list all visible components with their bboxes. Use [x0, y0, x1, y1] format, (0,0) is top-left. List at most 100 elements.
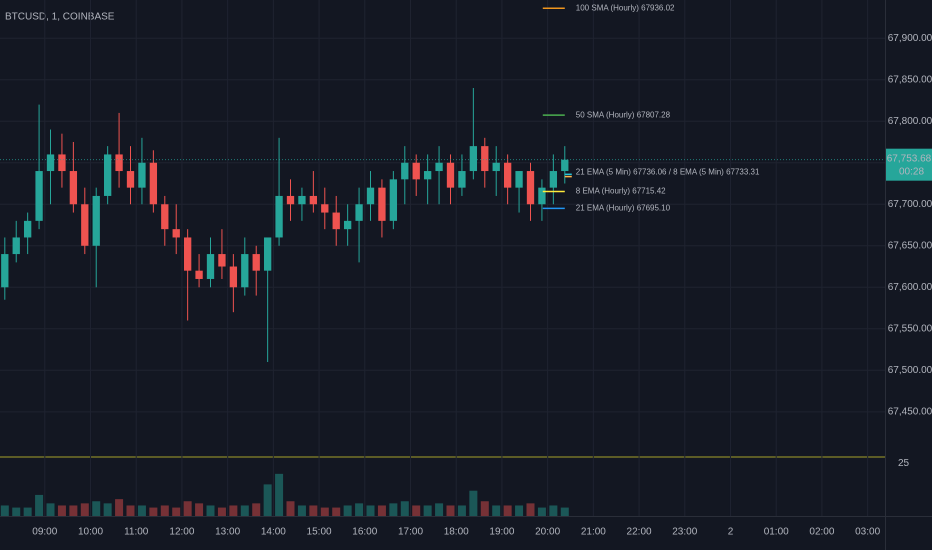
candle-body	[1, 254, 9, 288]
volume-bar	[515, 505, 524, 516]
x-tick-label: 22:00	[627, 527, 652, 538]
volume-bar	[137, 505, 146, 516]
x-tick-label: 23:00	[672, 527, 697, 538]
y-tick-label: 67,500.00	[888, 365, 932, 376]
y-tick-label: 67,600.00	[888, 282, 932, 293]
candle-body	[321, 204, 329, 213]
volume-bar	[103, 503, 112, 516]
candle-body	[252, 254, 260, 271]
volume-bar	[457, 505, 466, 516]
candle-body	[206, 254, 215, 279]
x-tick-label: 01:00	[764, 527, 789, 538]
volume-bar	[377, 505, 386, 516]
volume-bar	[423, 505, 432, 516]
candle-body	[412, 162, 420, 180]
y-tick-label: 67,550.00	[888, 323, 932, 334]
candle-body	[469, 146, 478, 172]
candle-body	[172, 229, 180, 238]
indicator-label: 21 EMA (5 Min) 67736.06 / 8 EMA (5 Min) …	[576, 167, 760, 176]
indicator-label: 50 SMA (Hourly) 67807.28	[576, 110, 671, 119]
candle-body	[481, 146, 489, 172]
volume-bar	[206, 505, 215, 516]
volume-bar	[275, 473, 284, 516]
volume-bar	[537, 507, 546, 516]
candle-body	[183, 237, 192, 271]
volume-bar	[469, 490, 478, 516]
candle-body	[366, 187, 375, 205]
volume-bar	[400, 501, 409, 516]
volume-bar	[480, 501, 489, 516]
x-tick-label: 03:00	[855, 527, 880, 538]
volume-bar	[149, 507, 158, 516]
y-tick-label: 67,850.00	[888, 74, 932, 85]
volume-bar	[412, 505, 421, 516]
volume-bar	[492, 505, 501, 516]
x-tick-label: 15:00	[307, 527, 332, 538]
x-tick-label: 18:00	[444, 527, 469, 538]
candle-body	[241, 254, 249, 288]
candle-body	[23, 220, 32, 238]
candle-body	[229, 266, 238, 288]
candle-body	[549, 171, 558, 188]
candle-body	[195, 270, 203, 279]
candle-body	[309, 195, 318, 205]
volume-bar	[69, 505, 78, 516]
x-tick-label: 13:00	[215, 527, 240, 538]
x-tick-label: 19:00	[489, 527, 514, 538]
candle-body	[35, 171, 43, 221]
volume-bar	[366, 505, 375, 516]
countdown-label: 00:28	[899, 166, 924, 177]
candle-body	[561, 159, 569, 172]
volume-bar	[435, 503, 444, 516]
x-tick-label: 14:00	[261, 527, 286, 538]
candle-body	[332, 212, 340, 230]
volume-bar	[446, 505, 455, 516]
volume-bar	[195, 503, 204, 516]
indicator-label: 8 EMA (Hourly) 67715.42	[576, 187, 666, 196]
volume-bar	[355, 503, 364, 516]
candle-body	[503, 162, 512, 188]
volume-bar	[23, 507, 32, 516]
volume-bar	[217, 507, 226, 516]
candle-body	[138, 162, 146, 188]
candle-body	[115, 154, 123, 172]
candle-body	[81, 204, 89, 246]
x-tick-label: 10:00	[78, 527, 103, 538]
volume-bar	[92, 501, 101, 516]
x-tick-label: 09:00	[32, 527, 57, 538]
candle-body	[149, 162, 158, 205]
volume-bar	[332, 507, 341, 516]
candle-body	[458, 171, 466, 188]
candle-body	[515, 171, 523, 188]
candle-body	[435, 162, 443, 172]
x-tick-label: 11:00	[124, 527, 149, 538]
volume-bar	[286, 501, 295, 516]
symbol-title: BTCUSD, 1, COINBASE	[5, 12, 115, 23]
y-tick-label: 67,900.00	[888, 33, 932, 44]
candle-body	[126, 171, 135, 188]
volume-bar	[240, 505, 249, 516]
indicator-label: 21 EMA (Hourly) 67695.10	[576, 203, 671, 212]
x-tick-label: 17:00	[398, 527, 423, 538]
volume-bar	[389, 503, 398, 516]
candle-body	[446, 162, 455, 188]
candle-body	[218, 254, 226, 267]
volume-bar	[183, 501, 192, 516]
x-tick-label: 16:00	[352, 527, 377, 538]
candle-body	[263, 237, 272, 271]
volume-bar	[12, 507, 21, 516]
x-tick-label: 20:00	[535, 527, 560, 538]
last-price-box	[886, 148, 932, 181]
volume-bar	[172, 507, 181, 516]
volume-bar	[126, 505, 135, 516]
candle-body	[538, 187, 546, 205]
candle-body	[103, 154, 112, 196]
candle-body	[275, 195, 283, 238]
y-tick-label: 67,450.00	[888, 406, 932, 417]
volume-bar	[560, 507, 569, 516]
y-tick-label: 67,800.00	[888, 116, 932, 127]
candle-body	[526, 171, 535, 205]
x-tick-label: 12:00	[169, 527, 194, 538]
candle-body	[355, 204, 363, 221]
y-tick-label: 67,650.00	[888, 240, 932, 251]
